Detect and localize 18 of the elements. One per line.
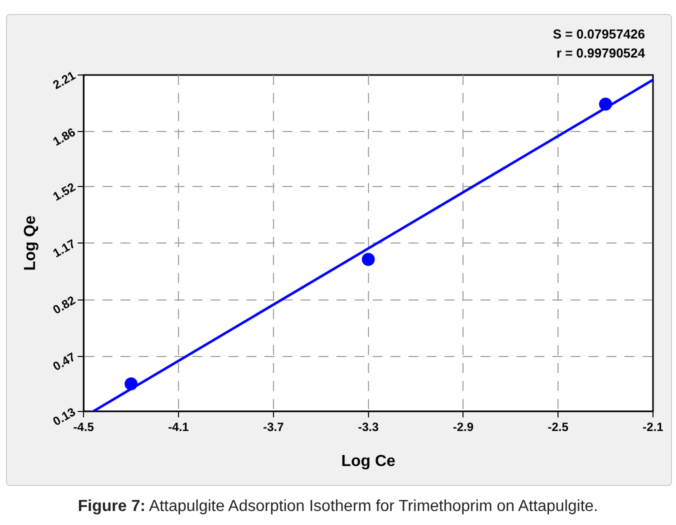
y-tick-label: 0.47 bbox=[50, 350, 78, 374]
text: S = 0.07957426 bbox=[552, 26, 645, 42]
y-tick-label: 0.82 bbox=[50, 292, 78, 317]
x-tick-label: -3.3 bbox=[358, 420, 379, 434]
x-tick-label: -4.5 bbox=[73, 420, 94, 434]
text: r = 0.99790524 bbox=[556, 46, 646, 61]
x-tick-label: -3.7 bbox=[263, 420, 284, 434]
x-tick-label: -4.1 bbox=[168, 420, 190, 434]
y-axis-title: Log Qe bbox=[22, 216, 40, 271]
caption: Figure 7: Attapulgite Adsorption Isotherm for Trimethoprim on Attapulgite. bbox=[76, 498, 600, 516]
y-tick-label: 1.52 bbox=[50, 180, 78, 204]
x-tick-label: -2.9 bbox=[452, 420, 474, 434]
y-tick-label: 1.86 bbox=[50, 124, 78, 149]
x-axis-title: Log Ce bbox=[341, 452, 396, 470]
x-tick-label: -2.1 bbox=[642, 420, 664, 434]
y-tick-label: 1.17 bbox=[50, 236, 78, 260]
x-tick-label: -2.5 bbox=[548, 420, 569, 434]
y-tick-label: 2.21 bbox=[50, 68, 78, 92]
